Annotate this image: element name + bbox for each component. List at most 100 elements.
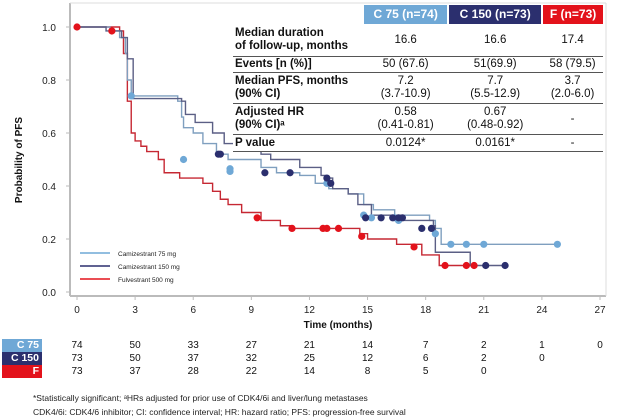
at-risk-count: 8	[364, 366, 371, 377]
at-risk-count: 6	[422, 353, 429, 364]
at-risk-count: 25	[303, 353, 315, 364]
censor-mark	[431, 230, 439, 238]
at-risk-label: C 75	[2, 339, 42, 352]
table-row: Events [n (%)] 50 (67.6) 51(69.9) 58 (79.5)	[233, 56, 603, 73]
censor-mark	[501, 261, 509, 270]
censor-mark	[323, 174, 331, 182]
table-header-row: C 75 (n=74) C 150 (n=73) F (n=73)	[233, 5, 603, 24]
legend-label: Fulvestrant 500 mg	[118, 277, 174, 284]
censor-mark	[441, 261, 449, 270]
table-row: Adjusted HR (90% CI)ᵃ 0.58 (0.41-0.81) 0.67…	[233, 103, 603, 135]
km-curve-c75	[77, 26, 558, 245]
at-risk-count: 22	[245, 366, 257, 377]
at-risk-label: C 150	[2, 352, 42, 365]
x-tick-label: 24	[536, 305, 548, 316]
x-tick-label: 9	[249, 305, 255, 316]
at-risk-count: 27	[245, 340, 257, 351]
at-risk-count: 21	[303, 340, 315, 351]
y-tick-label: 0.2	[42, 235, 56, 246]
row-label-line2: of follow-up, months	[235, 40, 349, 52]
at-risk-count: 12	[361, 353, 374, 364]
table-header-cell: C 75 (n=74)	[361, 5, 449, 24]
censor-mark	[447, 240, 455, 248]
at-risk-count: 2	[480, 340, 487, 351]
censor-mark	[327, 179, 335, 187]
table-cell: 16.6	[448, 24, 543, 57]
x-tick-label: 15	[362, 305, 374, 316]
x-tick-label: 0	[74, 305, 80, 316]
censor-mark	[288, 224, 296, 232]
y-tick-label: 0.0	[42, 288, 56, 299]
row-label-line2: (90% CI)	[235, 88, 281, 100]
censor-mark	[410, 243, 418, 251]
censor-mark	[216, 150, 224, 158]
km-curve-f	[77, 26, 475, 267]
table-cell: -	[542, 103, 603, 135]
censor-mark	[367, 214, 376, 222]
y-tick-label: 0.8	[42, 76, 56, 87]
table-header-blank	[233, 5, 363, 24]
footnote-2: CDK4/6i: CDK4/6 inhibitor; CI: confidenc…	[33, 407, 406, 417]
table-cell: 0.67 (0.48-0.92)	[448, 103, 543, 135]
summary-table: C 75 (n=74) C 150 (n=73) F (n=73) Median du…	[233, 5, 603, 152]
row-label-line1: Adjusted HR	[235, 106, 304, 118]
table-row-label: Median duration of follow-up, months	[233, 24, 363, 57]
censor-mark	[462, 240, 470, 248]
censor-mark	[482, 261, 490, 270]
censor-mark	[553, 240, 561, 248]
censor-mark	[108, 27, 116, 35]
censor-mark	[377, 214, 385, 222]
at-risk-count: 0	[480, 366, 487, 377]
table-cell: 0.0124*	[363, 134, 449, 152]
at-risk-count: 37	[129, 366, 141, 377]
at-risk-count: 2	[480, 353, 487, 364]
censor-mark	[127, 92, 135, 100]
at-risk-count: 50	[129, 340, 141, 351]
x-axis-label: Time (months)	[304, 320, 373, 330]
at-risk-count: 1	[539, 340, 545, 351]
censor-mark	[358, 232, 366, 240]
y-tick-label: 0.4	[42, 182, 56, 193]
at-risk-count: 14	[303, 366, 315, 377]
row-label-line1: Median duration	[235, 27, 324, 39]
row-label-line1: Events [n (%)]	[235, 58, 312, 70]
at-risk-label: F	[2, 365, 42, 378]
y-tick-label: 0.6	[42, 129, 56, 140]
censor-mark	[389, 214, 397, 222]
censor-mark	[427, 224, 436, 232]
at-risk-count: 32	[245, 353, 257, 364]
x-tick-label: 27	[594, 305, 606, 316]
table-cell: -	[542, 134, 603, 152]
table-row-label: P value	[233, 134, 363, 152]
censor-mark	[261, 169, 269, 177]
at-risk-count: 73	[71, 366, 83, 377]
row-label-line1: Median PFS, months	[235, 75, 349, 87]
censor-mark	[418, 224, 426, 232]
at-risk-count: 28	[187, 366, 199, 377]
at-risk-count: 73	[71, 353, 83, 364]
censor-mark	[470, 261, 478, 270]
table-cell: 50 (67.6)	[363, 56, 449, 73]
table-cell: 58 (79.5)	[542, 56, 603, 73]
table-row: Median duration of follow-up, months 16.6 1…	[233, 24, 603, 57]
curves	[73, 23, 561, 270]
table-row-label: Median PFS, months (90% CI)	[233, 72, 363, 104]
table-cell: 7.7 (5.5-12.9)	[448, 72, 543, 104]
table-header-cell: F (n=73)	[541, 5, 603, 24]
at-risk-count: 0	[539, 353, 545, 364]
table-cell: 17.4	[542, 24, 603, 57]
censor-mark	[462, 261, 470, 270]
km-plot: 0.0 0.2 0.4 0.6 0.8 1.0 0 3 6 9 12 15 18 21 24 27 Probab…	[14, 2, 607, 330]
row-label-line1: P value	[235, 136, 276, 149]
table-cell: 51(69.9)	[448, 56, 543, 73]
at-risk-count: 74	[71, 340, 83, 351]
x-tick-label: 21	[478, 305, 490, 316]
table-cell: 16.6	[363, 24, 449, 57]
at-risk-count: 33	[187, 340, 199, 351]
table-cell: 0.58 (0.41-0.81)	[363, 103, 449, 135]
censor-mark	[73, 23, 81, 31]
table-header-cell: C 150 (n=73)	[447, 5, 543, 24]
table-row: P value 0.0124* 0.0161* -	[233, 134, 603, 152]
at-risk-count: 14	[361, 340, 374, 351]
censor-mark	[334, 224, 343, 232]
